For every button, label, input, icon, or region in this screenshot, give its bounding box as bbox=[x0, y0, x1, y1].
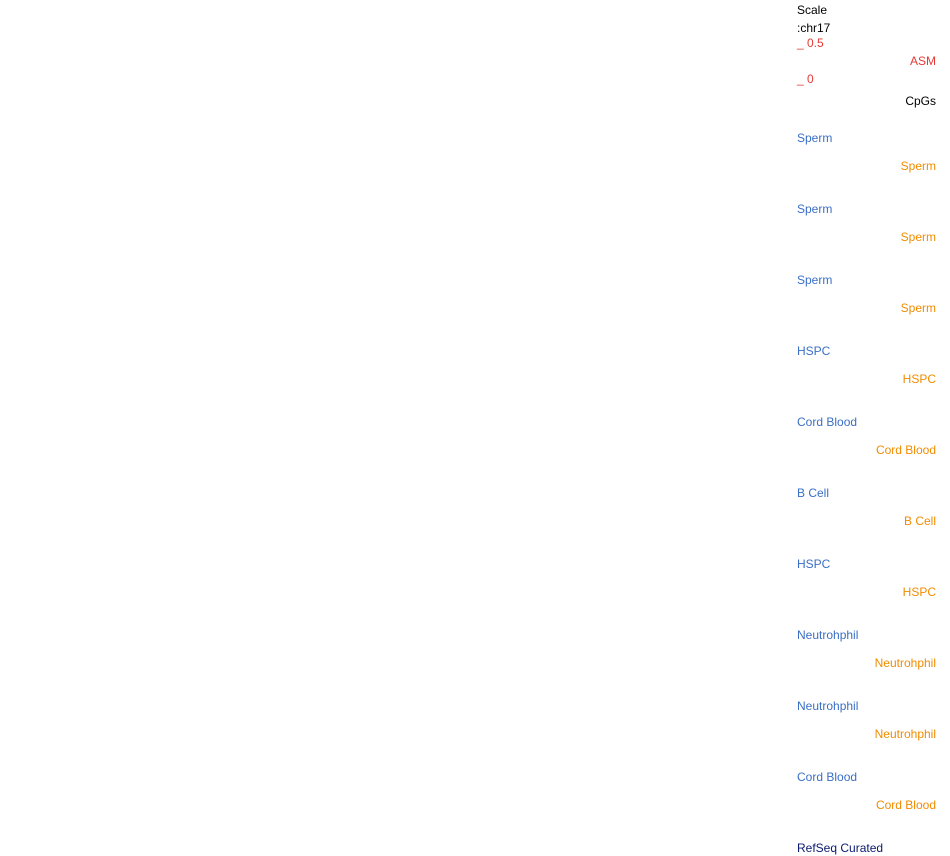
cpg-track-label[interactable]: CpGs bbox=[905, 94, 936, 108]
sample-track-right-label[interactable]: HSPC bbox=[902, 372, 936, 386]
sample-track-right-label[interactable]: HSPC bbox=[902, 585, 936, 599]
sample-track-right-label[interactable]: Sperm bbox=[900, 159, 936, 173]
sample-track-right-label[interactable]: Sperm bbox=[900, 230, 936, 244]
sample-track-right-label[interactable]: B Cell bbox=[903, 514, 936, 528]
sample-track-left-label[interactable]: Sperm bbox=[797, 202, 833, 216]
asm-min-tick: _ 0 bbox=[797, 72, 814, 86]
sample-track-left-label[interactable]: Neutrohphil bbox=[797, 699, 859, 713]
sample-track-right-label[interactable]: Neutrohphil bbox=[874, 656, 936, 670]
sample-track-left-label[interactable]: HSPC bbox=[797, 557, 831, 571]
track-label-panel: Scale :chr17 _ 0.5 ASM _ 0 CpGs Sperm Sp… bbox=[790, 0, 940, 856]
sample-track-left-label[interactable]: Sperm bbox=[797, 131, 833, 145]
sample-track-left-label[interactable]: Sperm bbox=[797, 273, 833, 287]
sample-track-left-label[interactable]: Cord Blood bbox=[797, 770, 858, 784]
chromosome-label[interactable]: :chr17 bbox=[797, 21, 831, 35]
sample-track-left-label[interactable]: Neutrohphil bbox=[797, 628, 859, 642]
sample-track-left-label[interactable]: Cord Blood bbox=[797, 415, 858, 429]
scale-label[interactable]: Scale bbox=[797, 3, 828, 17]
genome-browser-image-area[interactable] bbox=[0, 0, 780, 856]
sample-track-right-label[interactable]: Cord Blood bbox=[875, 798, 936, 812]
sample-track-left-label[interactable]: HSPC bbox=[797, 344, 831, 358]
asm-track-label[interactable]: ASM bbox=[909, 54, 936, 68]
sample-track-right-label[interactable]: Cord Blood bbox=[875, 443, 936, 457]
refseq-curated-track-label[interactable]: RefSeq Curated bbox=[797, 841, 884, 855]
sample-track-right-label[interactable]: Sperm bbox=[900, 301, 936, 315]
sample-track-right-label[interactable]: Neutrohphil bbox=[874, 727, 936, 741]
asm-max-tick: _ 0.5 bbox=[797, 36, 824, 50]
sample-track-left-label[interactable]: B Cell bbox=[797, 486, 830, 500]
